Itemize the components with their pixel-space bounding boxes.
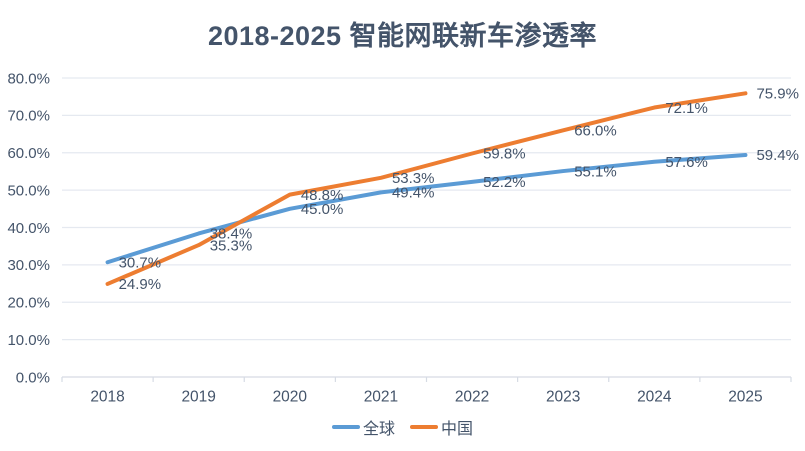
data-label: 48.8% (301, 187, 344, 204)
data-label: 49.4% (392, 185, 435, 202)
data-label: 55.1% (574, 163, 617, 180)
data-label: 75.9% (756, 86, 799, 103)
data-label: 57.6% (665, 154, 708, 171)
data-label: 53.3% (392, 170, 435, 187)
data-label: 24.9% (119, 276, 162, 293)
y-axis-tick-label: 40.0% (7, 220, 50, 237)
y-axis-tick-label: 60.0% (7, 145, 50, 162)
data-label: 52.2% (483, 174, 526, 191)
plot-area: 0.0% 10.0% 20.0% 30.0% 40.0% 50.0% 60.0% 70.0% 8… (7, 70, 799, 405)
data-label: 35.3% (210, 237, 253, 254)
data-label: 59.4% (756, 147, 799, 164)
x-axis-tick-label: 2025 (728, 388, 762, 405)
y-axis-tick-label: 70.0% (7, 108, 50, 125)
data-label: 45.0% (301, 201, 344, 218)
legend-label: 中国 (441, 421, 474, 438)
y-axis-tick-label: 30.0% (7, 257, 50, 274)
data-label: 72.1% (665, 100, 708, 117)
x-axis-tick-label: 2023 (546, 388, 580, 405)
series-line-0 (105, 152, 748, 265)
legend-label: 全球 (362, 421, 395, 438)
y-axis-tick-label: 80.0% (7, 70, 50, 87)
x-axis-tick-label: 2024 (637, 388, 672, 405)
x-axis-tick-label: 2021 (364, 388, 398, 405)
x-axis-tick-label: 2019 (181, 388, 215, 405)
chart-title: 2018-2025 智能网联新车渗透率 (207, 21, 598, 51)
y-axis-tick-label: 0.0% (16, 369, 50, 386)
data-label: 59.8% (483, 146, 526, 163)
x-axis-tick-label: 2018 (90, 388, 124, 405)
y-axis-tick-label: 10.0% (7, 332, 50, 349)
data-label: 66.0% (574, 123, 617, 140)
legend-item-1: 中国 (410, 415, 473, 439)
y-axis-tick-label: 50.0% (7, 182, 50, 199)
legend-swatch (331, 425, 360, 429)
x-axis-tick-label: 2022 (455, 388, 489, 405)
x-axis-tick-label: 2020 (273, 388, 308, 405)
y-axis-tick-label: 20.0% (7, 295, 50, 312)
data-label: 30.7% (119, 255, 162, 272)
legend-swatch (410, 425, 438, 429)
data-label: 38.4% (210, 226, 253, 243)
legend: 全球 中国 (0, 413, 805, 441)
series-line-1 (105, 91, 748, 286)
legend-item-0: 全球 (331, 415, 395, 439)
